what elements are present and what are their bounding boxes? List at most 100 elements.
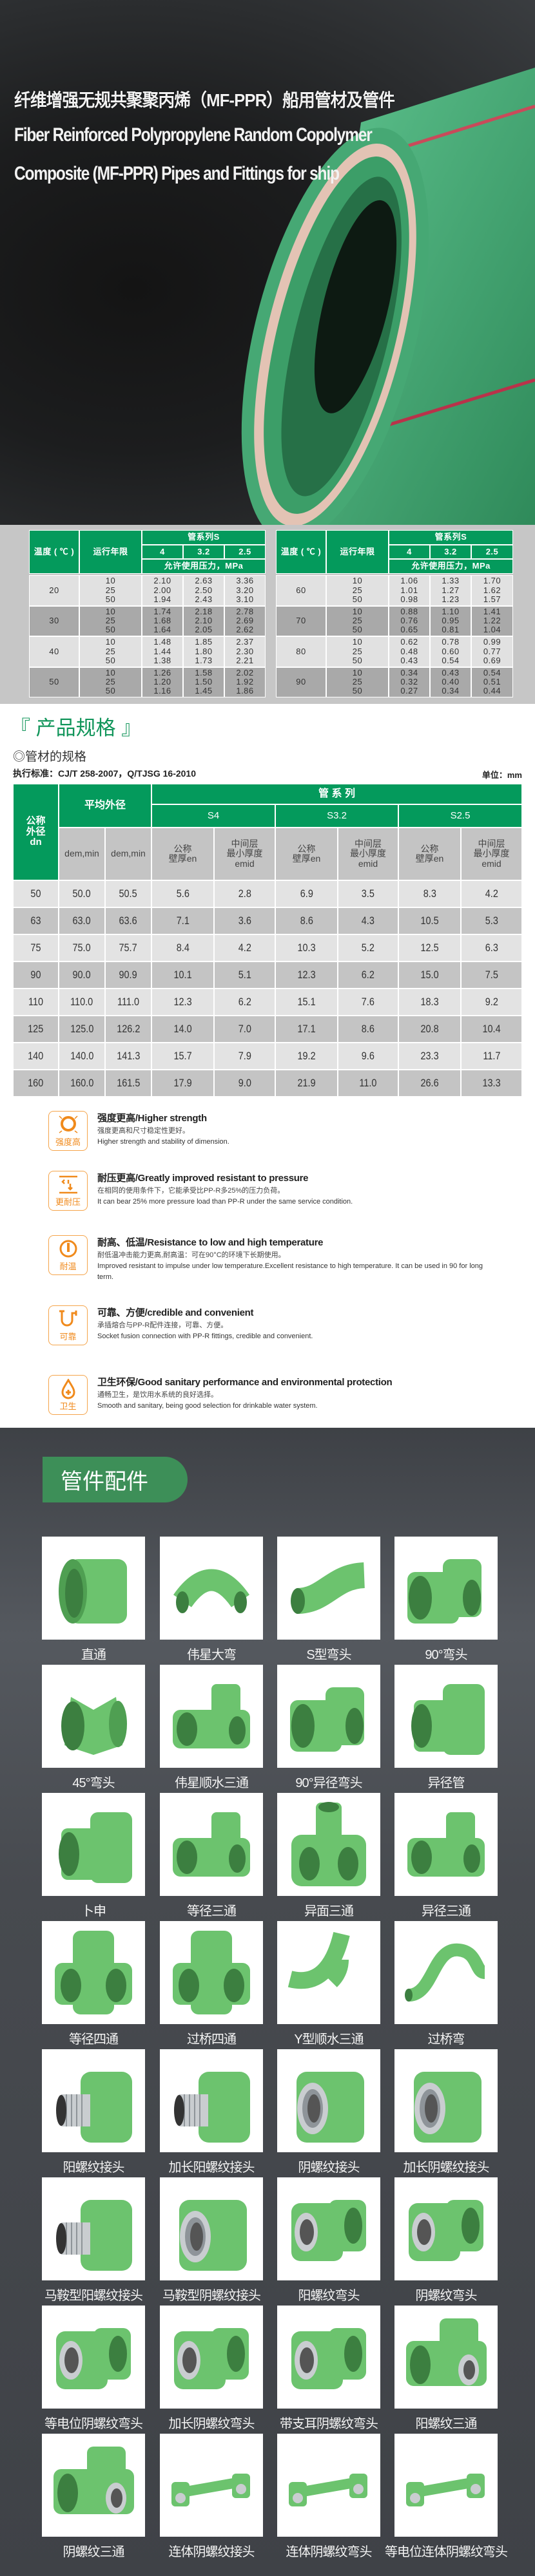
pressure-cell: 0.43 0.40 0.34 — [430, 667, 471, 697]
fitting-card[interactable] — [394, 1793, 498, 1896]
cell-value: 2.02 — [236, 667, 254, 677]
spec-cell: 21.9 — [275, 1070, 338, 1097]
fitting-female-icon — [179, 2200, 247, 2271]
fitting-card[interactable] — [160, 1921, 263, 2024]
fitting-card[interactable] — [160, 1537, 263, 1640]
fitting-card[interactable] — [277, 2434, 380, 2537]
fitting-card[interactable] — [277, 1793, 380, 1896]
cell-value: 19.2 — [297, 1049, 316, 1062]
fitting-card[interactable] — [160, 2434, 263, 2537]
fitting-label: 马鞍型阴螺纹接头 — [162, 2289, 261, 2303]
temperature-cell: 60 — [276, 575, 326, 606]
spec-cell: 2.8 — [214, 880, 275, 907]
fitting-male-icon — [174, 2072, 250, 2143]
fitting-elbow45-icon — [61, 1697, 127, 1755]
fitting-card[interactable] — [394, 1537, 498, 1640]
cell-value: 50 — [352, 655, 363, 665]
feature-desc-en: Smooth and sanitary, being good selectio… — [97, 1401, 497, 1412]
cell-value: 0.43 — [442, 667, 460, 677]
hero-title-cn: 纤维增强无规共聚聚丙烯（MF-PPR）船用管材及管件 — [14, 90, 395, 110]
years-cell: 10 25 50 — [79, 636, 142, 667]
cell-value: 20.8 — [420, 1022, 439, 1035]
pressure-cell: 1.06 1.01 0.98 — [389, 575, 430, 606]
cell-value: 25 — [352, 585, 363, 595]
pressure-cell: 0.78 0.60 0.54 — [430, 636, 471, 667]
fitting-card[interactable] — [160, 2049, 263, 2152]
cell-value: 1.38 — [153, 655, 171, 665]
fitting-label: 异面三通 — [304, 1904, 354, 1918]
cell-value: 1.10 — [442, 606, 460, 616]
fitting-card[interactable] — [394, 2177, 498, 2280]
cell-value: 6.9 — [300, 887, 313, 900]
fitting-card[interactable] — [277, 1537, 380, 1640]
fitting-card[interactable] — [42, 2049, 145, 2152]
cell-value: 1.58 — [195, 667, 213, 677]
fitting-card[interactable] — [42, 1793, 145, 1896]
spec-cell: 10.4 — [461, 1016, 522, 1043]
header-label: 壁厚en — [168, 853, 197, 864]
spec-cell: 90.9 — [105, 961, 151, 989]
fitting-card[interactable] — [160, 2177, 263, 2280]
cell-value: 10 — [105, 606, 116, 616]
cell-value: 125.0 — [70, 1022, 94, 1035]
years-cell: 10 25 50 — [79, 667, 142, 697]
header-label: emid — [235, 858, 255, 869]
fitting-card[interactable] — [277, 2049, 380, 2152]
fitting-card[interactable] — [42, 2177, 145, 2280]
spec-standard: 执行标准：CJ/T 258-2007，Q/TJSG 16-2010 — [13, 768, 197, 779]
fitting-card[interactable] — [277, 2177, 380, 2280]
fitting-card[interactable] — [160, 1793, 263, 1896]
header-series-2: S2.5 — [398, 804, 522, 828]
cell-value: 5.3 — [485, 914, 498, 927]
cell-value: 50 — [105, 686, 116, 696]
fitting-card[interactable] — [42, 2306, 145, 2409]
header-label: 管系列S — [188, 532, 220, 542]
fitting-card[interactable] — [394, 2049, 498, 2152]
fitting-card[interactable] — [42, 2434, 145, 2537]
cell-value: 0.32 — [400, 677, 418, 687]
fitting-card[interactable] — [42, 1921, 145, 2024]
fitting-card[interactable] — [394, 1665, 498, 1768]
cell-value: 4.2 — [238, 941, 251, 954]
cell-value: 5.6 — [176, 887, 190, 900]
cell-value: 10.5 — [420, 914, 439, 927]
cell-value: 1.22 — [483, 616, 501, 626]
cell-value: 10.4 — [482, 1022, 501, 1035]
feature-item: 可靠 可靠、方便/credible and convenient 承插熔合与PP-R… — [0, 1305, 535, 1350]
cell-value: 110 — [28, 995, 44, 1008]
cell-value: 63.6 — [119, 914, 138, 927]
fitting-card[interactable] — [42, 1537, 145, 1640]
cell-value: 9.0 — [238, 1076, 251, 1089]
subheader-cell: 中间层 最小厚度 emid — [461, 828, 522, 880]
header-label: 公称 — [173, 843, 192, 854]
cell-value: 6.3 — [485, 941, 498, 954]
spec-cell: 50.5 — [105, 880, 151, 907]
spec-cell: 75.0 — [59, 934, 105, 961]
cell-value: 0.43 — [400, 655, 418, 665]
header-label: S4 — [207, 810, 220, 821]
spec-cell: 141.3 — [105, 1043, 151, 1070]
fitting-label: 加长阳螺纹接头 — [168, 2161, 255, 2175]
subheader-cell: 公称 壁厚en — [275, 828, 338, 880]
cell-value: 25 — [105, 646, 116, 656]
fitting-elbowthread-icon — [174, 2328, 249, 2389]
fitting-label: 阳螺纹接头 — [63, 2161, 125, 2175]
fitting-card[interactable] — [394, 2434, 498, 2537]
fitting-card[interactable] — [42, 1665, 145, 1768]
pressure-cell: 1.10 0.95 0.81 — [430, 605, 471, 636]
fitting-card[interactable] — [277, 1921, 380, 2024]
header-label: S2.5 — [450, 810, 471, 821]
cell-value: 6.2 — [361, 968, 375, 981]
fitting-card[interactable] — [277, 1665, 380, 1768]
cell-value: 2.8 — [238, 887, 251, 900]
fitting-card[interactable] — [160, 2306, 263, 2409]
spec-cell: 19.2 — [275, 1043, 338, 1070]
fitting-card[interactable] — [160, 1665, 263, 1768]
header-pipe-series: 管系列S — [142, 530, 266, 545]
fitting-card[interactable] — [394, 2306, 498, 2409]
feature-title: 可靠、方便/credible and convenient — [97, 1305, 253, 1319]
fitting-card[interactable] — [277, 2306, 380, 2409]
fitting-card[interactable] — [394, 1921, 498, 2024]
spec-cell: 4.2 — [461, 880, 522, 907]
pressure-cell: 3.36 3.20 3.10 — [224, 575, 266, 606]
